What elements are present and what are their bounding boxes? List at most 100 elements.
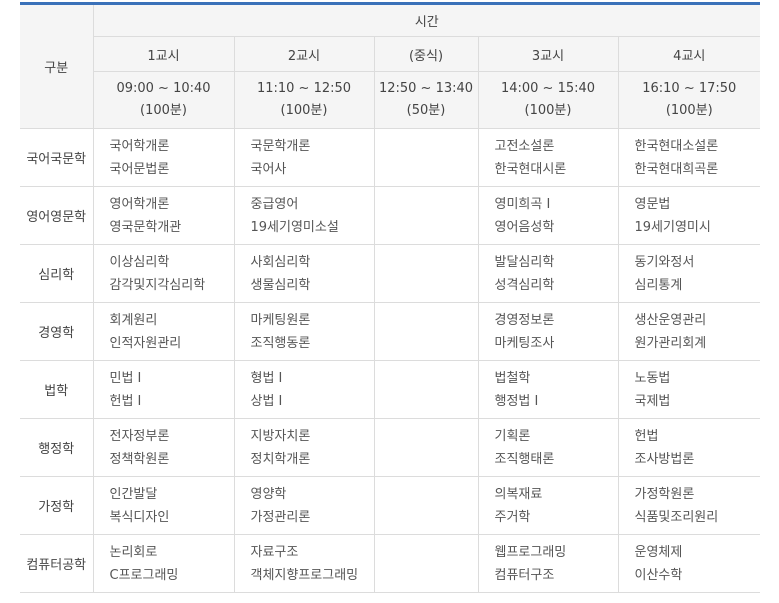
period-duration: (100분) bbox=[665, 103, 713, 118]
period-time: 09:00 ~ 10:40 (100분) bbox=[93, 71, 235, 129]
subjects-cell: 중급영어 19세기영미소설 bbox=[233, 186, 375, 245]
period-header: 4교시 bbox=[617, 36, 761, 72]
subject-name: 주거학 bbox=[494, 509, 531, 525]
subjects-cell: 영미희곡 I 영어음성학 bbox=[477, 186, 619, 245]
lunch-cell bbox=[373, 302, 479, 361]
department-cell: 가정학 bbox=[20, 476, 94, 535]
subject-name: 동기와정서 bbox=[634, 254, 695, 270]
period-time: 12:50 ~ 13:40 (50분) bbox=[373, 71, 479, 129]
table-row: 심리학 이상심리학 감각및지각심리학 사회심리학 생물심리학 발달심리학 성격심리학 동기와정… bbox=[20, 244, 761, 303]
subjects-cell: 동기와정서 심리통계 bbox=[617, 244, 761, 303]
period-time-range: 14:00 ~ 15:40 bbox=[500, 81, 596, 96]
table-row: 경영학 회계원리 인적자원관리 마케팅원론 조직행동론 경영정보론 마케팅조사 생산운영관리 원… bbox=[20, 302, 761, 361]
subject-name: 경영정보론 bbox=[494, 312, 555, 328]
table-row: 법학 민법 I 헌법 I 형법 I 상법 I 법철학 행정법 I 노동법 국제법 bbox=[20, 360, 761, 419]
subject-name: 정책학원론 bbox=[109, 451, 170, 467]
subject-name: 영미희곡 I bbox=[494, 196, 551, 212]
period-header: 1교시 bbox=[93, 36, 235, 72]
subjects-cell: 회계원리 인적자원관리 bbox=[92, 302, 235, 361]
lunch-cell bbox=[373, 360, 479, 419]
subject-name: 컴퓨터구조 bbox=[494, 567, 555, 583]
lunch-cell bbox=[373, 476, 479, 535]
subject-name: 국어사 bbox=[250, 161, 287, 177]
period-duration: (100분) bbox=[524, 103, 572, 118]
subject-name: 가정학원론 bbox=[634, 486, 695, 502]
subject-name: 국제법 bbox=[634, 393, 671, 409]
table-row: 국어국문학 국어학개론 국어문법론 국문학개론 국어사 고전소설론 한국현대시론 한국현대소설… bbox=[20, 128, 761, 187]
subjects-cell: 영문법 19세기영미시 bbox=[617, 186, 761, 245]
subject-name: 국문학개론 bbox=[250, 138, 311, 154]
subject-name: 성격심리학 bbox=[494, 277, 555, 293]
subject-name: 중급영어 bbox=[250, 196, 299, 212]
subject-name: 상법 I bbox=[250, 393, 283, 409]
subject-name: 원가관리회계 bbox=[634, 335, 707, 351]
department-cell: 법학 bbox=[20, 360, 94, 419]
period-header: 3교시 bbox=[477, 36, 619, 72]
subject-name: 형법 I bbox=[250, 370, 283, 386]
period-duration: (100분) bbox=[140, 103, 187, 118]
subjects-cell: 기획론 조직행태론 bbox=[477, 418, 619, 477]
subject-name: 정치학개론 bbox=[250, 451, 311, 467]
subject-name: 생물심리학 bbox=[250, 277, 311, 293]
period-time-range: 16:10 ~ 17:50 bbox=[642, 81, 737, 96]
department-cell: 컴퓨터공학 bbox=[20, 534, 94, 593]
subject-name: C프로그래밍 bbox=[109, 567, 179, 583]
subject-name: 영어학개론 bbox=[109, 196, 170, 212]
subjects-cell: 노동법 국제법 bbox=[617, 360, 761, 419]
department-cell: 경영학 bbox=[20, 302, 94, 361]
subject-name: 식품및조리원리 bbox=[634, 509, 719, 525]
subjects-cell: 경영정보론 마케팅조사 bbox=[477, 302, 619, 361]
subject-name: 법철학 bbox=[494, 370, 531, 386]
lunch-cell bbox=[373, 534, 479, 593]
subject-name: 가정관리론 bbox=[250, 509, 311, 525]
subject-name: 발달심리학 bbox=[494, 254, 555, 270]
table-row: 컴퓨터공학 논리회로 C프로그래밍 자료구조 객체지향프로그래밍 웹프로그래밍 컴퓨터구조 운… bbox=[20, 534, 761, 593]
subject-name: 영어음성학 bbox=[494, 219, 555, 235]
subject-name: 웹프로그래밍 bbox=[494, 544, 567, 560]
subject-name: 운영체제 bbox=[634, 544, 683, 560]
exam-schedule-table: 구분 시간 1교시 2교시 (중식) 3교시 4교시 09:00 ~ 10:40 (100… bbox=[20, 2, 761, 593]
subject-name: 19세기영미시 bbox=[634, 219, 711, 235]
subject-name: 영문법 bbox=[634, 196, 671, 212]
subjects-cell: 영양학 가정관리론 bbox=[233, 476, 375, 535]
subject-name: 헌법 I bbox=[109, 393, 142, 409]
period-time: 11:10 ~ 12:50 (100분) bbox=[233, 71, 375, 129]
subject-name: 인적자원관리 bbox=[109, 335, 182, 351]
subject-name: 자료구조 bbox=[250, 544, 299, 560]
subjects-cell: 인간발달 복식디자인 bbox=[92, 476, 235, 535]
subject-name: 19세기영미소설 bbox=[250, 219, 339, 235]
time-header: 시간 bbox=[92, 3, 761, 37]
subject-name: 영국문학개관 bbox=[109, 219, 182, 235]
department-cell: 심리학 bbox=[20, 244, 94, 303]
subject-name: 인간발달 bbox=[109, 486, 158, 502]
subject-name: 조사방법론 bbox=[634, 451, 695, 467]
subject-name: 감각및지각심리학 bbox=[109, 277, 206, 293]
subject-name: 한국현대소설론 bbox=[634, 138, 719, 154]
subject-name: 지방자치론 bbox=[250, 428, 311, 444]
subject-name: 이산수학 bbox=[634, 567, 683, 583]
department-cell: 행정학 bbox=[20, 418, 94, 477]
subjects-cell: 형법 I 상법 I bbox=[233, 360, 375, 419]
subjects-cell: 사회심리학 생물심리학 bbox=[233, 244, 375, 303]
subject-name: 의복재료 bbox=[494, 486, 543, 502]
subjects-cell: 법철학 행정법 I bbox=[477, 360, 619, 419]
subject-name: 국어문법론 bbox=[109, 161, 170, 177]
subjects-cell: 한국현대소설론 한국현대희곡론 bbox=[617, 128, 761, 187]
subject-name: 이상심리학 bbox=[109, 254, 170, 270]
subject-name: 민법 I bbox=[109, 370, 142, 386]
subject-name: 헌법 bbox=[634, 428, 659, 444]
period-time: 14:00 ~ 15:40 (100분) bbox=[477, 71, 619, 129]
subject-name: 국어학개론 bbox=[109, 138, 170, 154]
table-row: 행정학 전자정부론 정책학원론 지방자치론 정치학개론 기획론 조직행태론 헌법 조사방법론 bbox=[20, 418, 761, 477]
subject-name: 고전소설론 bbox=[494, 138, 555, 154]
subject-name: 생산운영관리 bbox=[634, 312, 707, 328]
